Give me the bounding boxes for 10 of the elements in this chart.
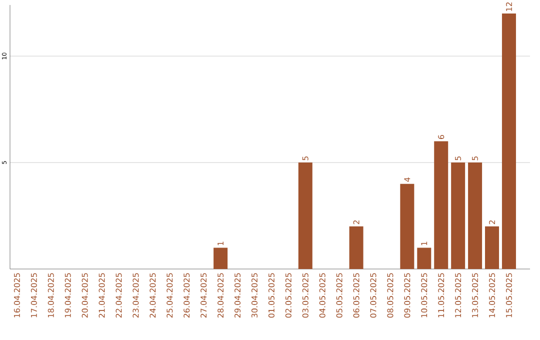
bar xyxy=(214,248,228,269)
bar xyxy=(485,226,500,269)
bar xyxy=(502,14,516,269)
bar xyxy=(417,248,432,269)
bar xyxy=(349,226,364,269)
bar xyxy=(434,141,448,269)
bar xyxy=(298,162,312,269)
bar xyxy=(400,184,414,269)
bar xyxy=(468,162,482,269)
bar xyxy=(451,162,466,269)
